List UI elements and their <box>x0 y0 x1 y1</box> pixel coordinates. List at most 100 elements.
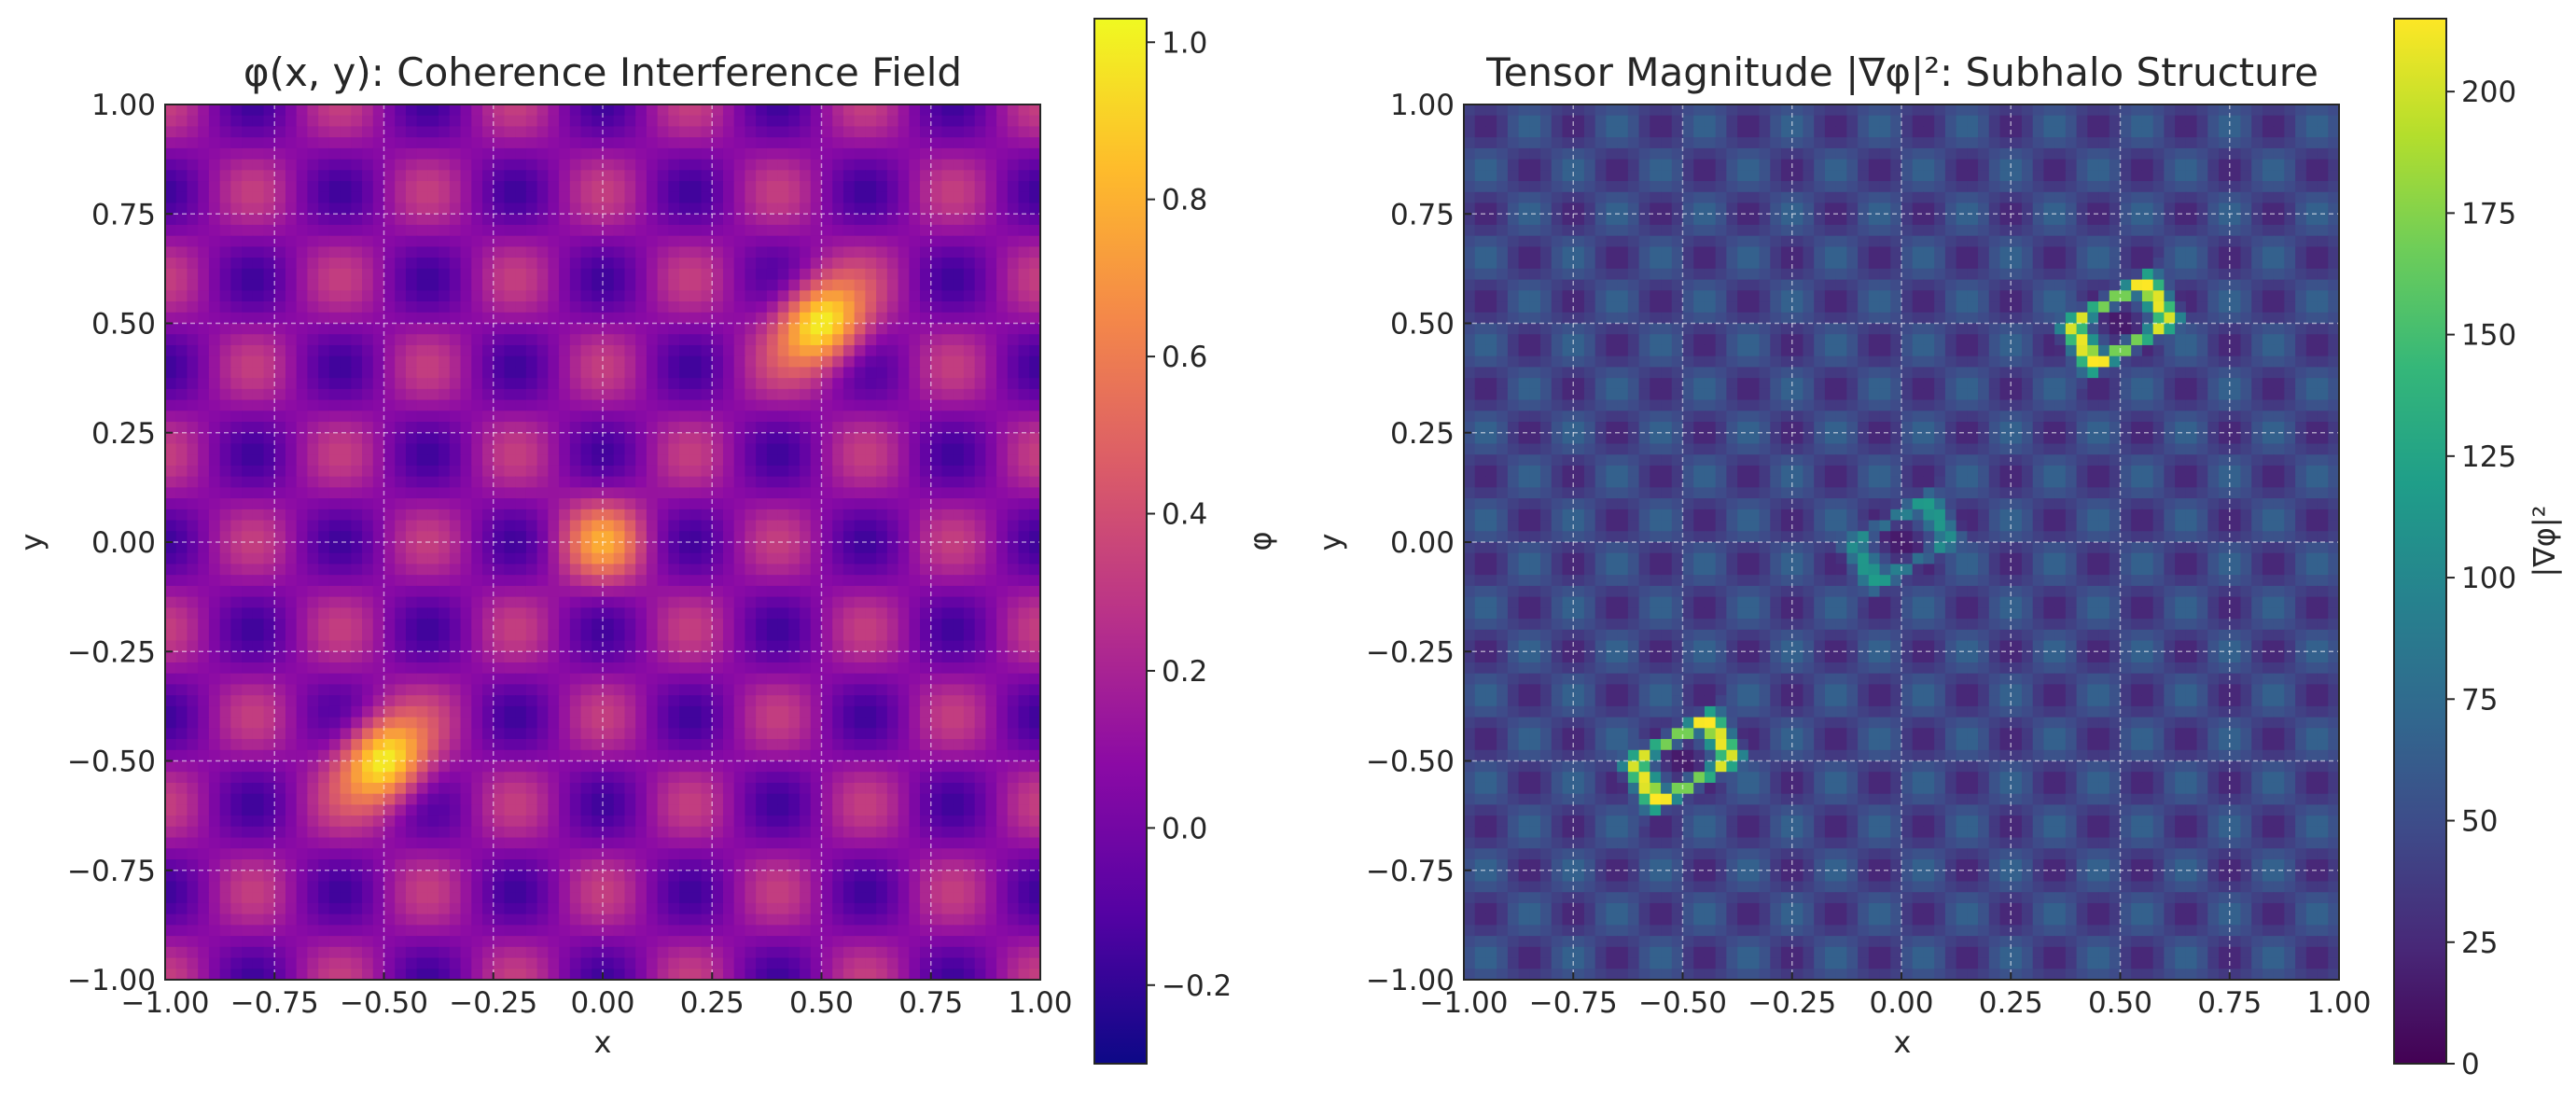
heatmap-cell <box>745 760 757 773</box>
heatmap-cell <box>624 585 636 598</box>
heatmap-cell <box>285 772 298 784</box>
heatmap-cell <box>635 159 647 171</box>
heatmap-cell <box>854 258 866 270</box>
heatmap-cell <box>657 585 669 598</box>
heatmap-cell <box>515 476 527 488</box>
heatmap-cell <box>416 411 428 423</box>
heatmap-cell <box>318 170 330 182</box>
heatmap-cell <box>328 728 341 740</box>
heatmap-cell <box>668 422 680 434</box>
heatmap-cell <box>296 258 309 270</box>
heatmap-cell <box>974 717 986 729</box>
heatmap-cell <box>395 760 407 773</box>
heatmap-cell <box>800 301 812 314</box>
heatmap-cell <box>493 782 506 795</box>
heatmap-cell <box>296 749 309 762</box>
heatmap-cell <box>548 619 560 631</box>
heatmap-cell <box>493 465 506 478</box>
heatmap-cell <box>274 159 286 171</box>
heatmap-cell <box>242 772 254 784</box>
heatmap-cell <box>187 422 199 434</box>
heatmap-cell <box>1018 355 1030 368</box>
heatmap-cell <box>569 585 582 598</box>
heatmap-cell <box>252 312 265 325</box>
heatmap-cell <box>832 662 844 675</box>
heatmap-cell <box>536 717 549 729</box>
heatmap-cell <box>208 367 221 379</box>
heatmap-cell <box>372 224 385 237</box>
heatmap-cell <box>405 181 418 193</box>
heatmap-cell <box>493 191 506 204</box>
heatmap-cell <box>712 258 724 270</box>
heatmap-cell <box>722 673 735 686</box>
heatmap-cell <box>165 662 177 675</box>
heatmap-cell <box>920 509 932 522</box>
heatmap-cell <box>252 378 265 390</box>
heatmap-cell <box>657 531 669 543</box>
heatmap-cell <box>920 411 932 423</box>
heatmap-cell <box>777 640 789 652</box>
heatmap-cell <box>712 695 724 707</box>
heatmap-cell <box>603 498 615 510</box>
heatmap-cell <box>1007 695 1020 707</box>
heatmap-cell <box>941 137 954 149</box>
heatmap-cell <box>689 191 703 204</box>
heatmap-cell <box>985 575 997 587</box>
heatmap-cell <box>930 159 943 171</box>
heatmap-cell <box>187 684 199 696</box>
heatmap-cell <box>307 422 319 434</box>
heatmap-cell <box>842 705 856 718</box>
heatmap-cell <box>559 629 571 642</box>
heatmap-cell <box>307 323 319 335</box>
heatmap-cell <box>985 760 997 773</box>
heatmap-cell <box>187 301 199 314</box>
heatmap-cell <box>1029 443 1041 455</box>
heatmap-cell <box>296 705 309 718</box>
heatmap-cell <box>471 355 483 368</box>
heatmap-cell <box>263 159 275 171</box>
heatmap-cell <box>187 552 199 565</box>
heatmap-cell <box>515 290 527 302</box>
heatmap-cell <box>351 498 363 510</box>
heatmap-cell <box>460 422 472 434</box>
heatmap-cell <box>603 312 615 325</box>
heatmap-cell <box>821 619 833 631</box>
heatmap-cell <box>832 619 844 631</box>
heatmap-cell <box>701 684 713 696</box>
heatmap-cell <box>460 246 472 258</box>
heatmap-cell <box>1007 542 1020 554</box>
heatmap-cell <box>898 454 910 467</box>
heatmap-cell <box>175 739 188 751</box>
heatmap-cell <box>712 575 724 587</box>
heatmap-cell <box>536 181 549 193</box>
heatmap-cell <box>996 214 1009 226</box>
heatmap-cell <box>842 542 856 554</box>
heatmap-cell <box>504 443 516 455</box>
heatmap-cell <box>307 705 319 718</box>
heatmap-cell <box>263 760 275 773</box>
heatmap-cell <box>865 619 877 631</box>
heatmap-cell <box>439 115 451 128</box>
heatmap-cell <box>263 191 275 204</box>
heatmap-cell <box>471 782 483 795</box>
heatmap-cell <box>328 214 341 226</box>
heatmap-cell <box>810 542 823 554</box>
heatmap-cell <box>274 651 286 663</box>
heatmap-cell <box>821 422 833 434</box>
heatmap-cell <box>930 585 943 598</box>
heatmap-cell <box>842 749 856 762</box>
heatmap-cell <box>318 749 330 762</box>
heatmap-cell <box>756 411 768 423</box>
heatmap-cell <box>777 542 789 554</box>
heatmap-cell <box>296 629 309 642</box>
heatmap-cell <box>800 651 812 663</box>
heatmap-cell <box>351 717 363 729</box>
heatmap-cell <box>482 673 494 686</box>
heatmap-cell <box>351 137 363 149</box>
heatmap-cell <box>745 673 757 686</box>
heatmap-cell <box>449 378 462 390</box>
heatmap-cell <box>219 235 231 248</box>
heatmap-cell <box>842 498 856 510</box>
heatmap-cell <box>821 214 833 226</box>
heatmap-cell <box>471 596 483 608</box>
